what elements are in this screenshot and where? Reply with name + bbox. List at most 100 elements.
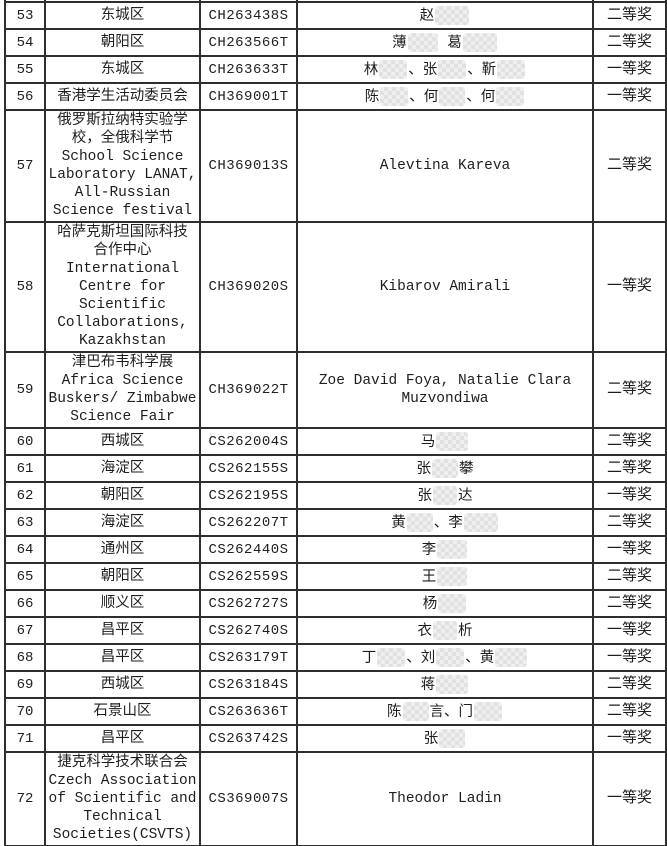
cell-names: 张攀 bbox=[296, 454, 594, 483]
redacted-name-block bbox=[433, 485, 457, 505]
name-text: 、黄 bbox=[465, 650, 495, 667]
name-text: 马 bbox=[420, 434, 436, 451]
cell-award: 一等奖 bbox=[592, 724, 667, 753]
cell-code: CH263438S bbox=[199, 1, 298, 30]
table-row: 55 东城区 CH263633T 林 、张 、靳 一等奖 bbox=[4, 55, 667, 84]
cell-number: 63 bbox=[4, 508, 46, 537]
cell-award: 二等奖 bbox=[592, 589, 667, 618]
cell-district: 捷克科学技术联合会 Czech Association of Scientifi… bbox=[44, 751, 201, 846]
table-row: 69 西城区 CS263184S 蒋 二等奖 bbox=[4, 670, 667, 699]
cell-names: Theodor Ladin bbox=[296, 751, 594, 846]
cell-award: 二等奖 bbox=[592, 1, 667, 30]
cell-number: 60 bbox=[4, 427, 46, 456]
redacted-name-block bbox=[437, 539, 468, 559]
name-text: 、张 bbox=[408, 62, 438, 79]
cell-code: CS369007S bbox=[199, 751, 298, 846]
cell-names: Zoe David Foya, Natalie Clara Muzvondiwa bbox=[296, 351, 594, 429]
cell-code: CH369001T bbox=[199, 82, 298, 111]
redacted-name-block bbox=[435, 5, 470, 25]
table-row: 60 西城区 CS262004S 马 二等奖 bbox=[4, 427, 667, 456]
cell-district: 石景山区 bbox=[44, 697, 201, 726]
redacted-name-block bbox=[407, 32, 438, 52]
redacted-name-block bbox=[432, 458, 458, 478]
name-text: 、刘 bbox=[406, 650, 436, 667]
name-text: 、何 bbox=[409, 89, 439, 106]
cell-district: 海淀区 bbox=[44, 454, 201, 483]
name-text: 薄 bbox=[392, 35, 407, 52]
cell-names: 蒋 bbox=[296, 670, 594, 699]
cell-award: 一等奖 bbox=[592, 535, 667, 564]
cell-names: 马 bbox=[296, 427, 594, 456]
cell-code: CS263742S bbox=[199, 724, 298, 753]
redacted-name-block bbox=[437, 566, 468, 586]
cell-number: 55 bbox=[4, 55, 46, 84]
cell-district: 朝阳区 bbox=[44, 562, 201, 591]
cell-district: 俄罗斯拉纳特实验学 校，全俄科学节 School Science Laborat… bbox=[44, 109, 201, 223]
redacted-name-block bbox=[438, 593, 467, 613]
cell-number: 62 bbox=[4, 481, 46, 510]
name-text: 达 bbox=[458, 488, 473, 505]
cell-code: CS262195S bbox=[199, 481, 298, 510]
name-text: 张 bbox=[416, 461, 432, 478]
cell-number: 54 bbox=[4, 28, 46, 57]
cell-number: 56 bbox=[4, 82, 46, 111]
cell-award: 一等奖 bbox=[592, 221, 667, 353]
cell-number: 53 bbox=[4, 1, 46, 30]
cell-district: 津巴布韦科学展 Africa Science Buskers/ Zimbabwe… bbox=[44, 351, 201, 429]
cell-code: CS262740S bbox=[199, 616, 298, 645]
cell-names: 衣析 bbox=[296, 616, 594, 645]
table-row: 71 昌平区 CS263742S 张 一等奖 bbox=[4, 724, 667, 753]
cell-code: CS262155S bbox=[199, 454, 298, 483]
name-text: 陈 bbox=[387, 704, 402, 721]
cell-code: CS262440S bbox=[199, 535, 298, 564]
cell-award: 二等奖 bbox=[592, 28, 667, 57]
name-text: 衣 bbox=[417, 623, 433, 640]
cell-names: 赵 bbox=[296, 1, 594, 30]
cell-code: CS263636T bbox=[199, 697, 298, 726]
redacted-name-block bbox=[406, 512, 433, 532]
cell-number: 67 bbox=[4, 616, 46, 645]
cell-names: 张达 bbox=[296, 481, 594, 510]
name-text: 、靳 bbox=[467, 62, 497, 79]
cell-code: CS262004S bbox=[199, 427, 298, 456]
cell-names: 陈 、何 、何 bbox=[296, 82, 594, 111]
table-row: 65 朝阳区 CS262559S 王 二等奖 bbox=[4, 562, 667, 591]
cell-district: 哈萨克斯坦国际科技 合作中心 International Centre for … bbox=[44, 221, 201, 353]
redacted-name-block bbox=[463, 512, 498, 532]
redacted-name-block bbox=[377, 647, 406, 667]
cell-names: 杨 bbox=[296, 589, 594, 618]
name-text: Kibarov Amirali bbox=[379, 279, 511, 295]
name-text: 张 bbox=[417, 488, 433, 505]
redacted-name-block bbox=[474, 701, 502, 721]
cell-code: CH263633T bbox=[199, 55, 298, 84]
redacted-name-block bbox=[436, 674, 469, 694]
redacted-name-block bbox=[495, 647, 528, 667]
cell-district: 朝阳区 bbox=[44, 481, 201, 510]
name-text: 李 bbox=[421, 542, 437, 559]
name-text: 丁 bbox=[361, 650, 377, 667]
cell-district: 东城区 bbox=[44, 55, 201, 84]
table-row: 63 海淀区 CS262207T 黄 、李 二等奖 bbox=[4, 508, 667, 537]
name-text: 陈 bbox=[364, 89, 380, 106]
redacted-name-block bbox=[496, 86, 525, 106]
name-text: 言、门 bbox=[429, 704, 474, 721]
cell-award: 二等奖 bbox=[592, 351, 667, 429]
name-text: 蒋 bbox=[420, 677, 436, 694]
name-text: 王 bbox=[421, 569, 437, 586]
cell-district: 顺义区 bbox=[44, 589, 201, 618]
name-text: 葛 bbox=[438, 35, 462, 52]
cell-award: 二等奖 bbox=[592, 454, 667, 483]
cell-award: 二等奖 bbox=[592, 697, 667, 726]
redacted-name-block bbox=[439, 728, 466, 748]
cell-award: 一等奖 bbox=[592, 616, 667, 645]
cell-district: 朝阳区 bbox=[44, 28, 201, 57]
cell-names: 陈 言、门 bbox=[296, 697, 594, 726]
cell-number: 70 bbox=[4, 697, 46, 726]
cell-award: 一等奖 bbox=[592, 643, 667, 672]
cell-code: CS263179T bbox=[199, 643, 298, 672]
table-row: 62 朝阳区 CS262195S 张达一等奖 bbox=[4, 481, 667, 510]
cell-award: 一等奖 bbox=[592, 55, 667, 84]
cell-award: 一等奖 bbox=[592, 751, 667, 846]
name-text: 黄 bbox=[391, 515, 406, 532]
